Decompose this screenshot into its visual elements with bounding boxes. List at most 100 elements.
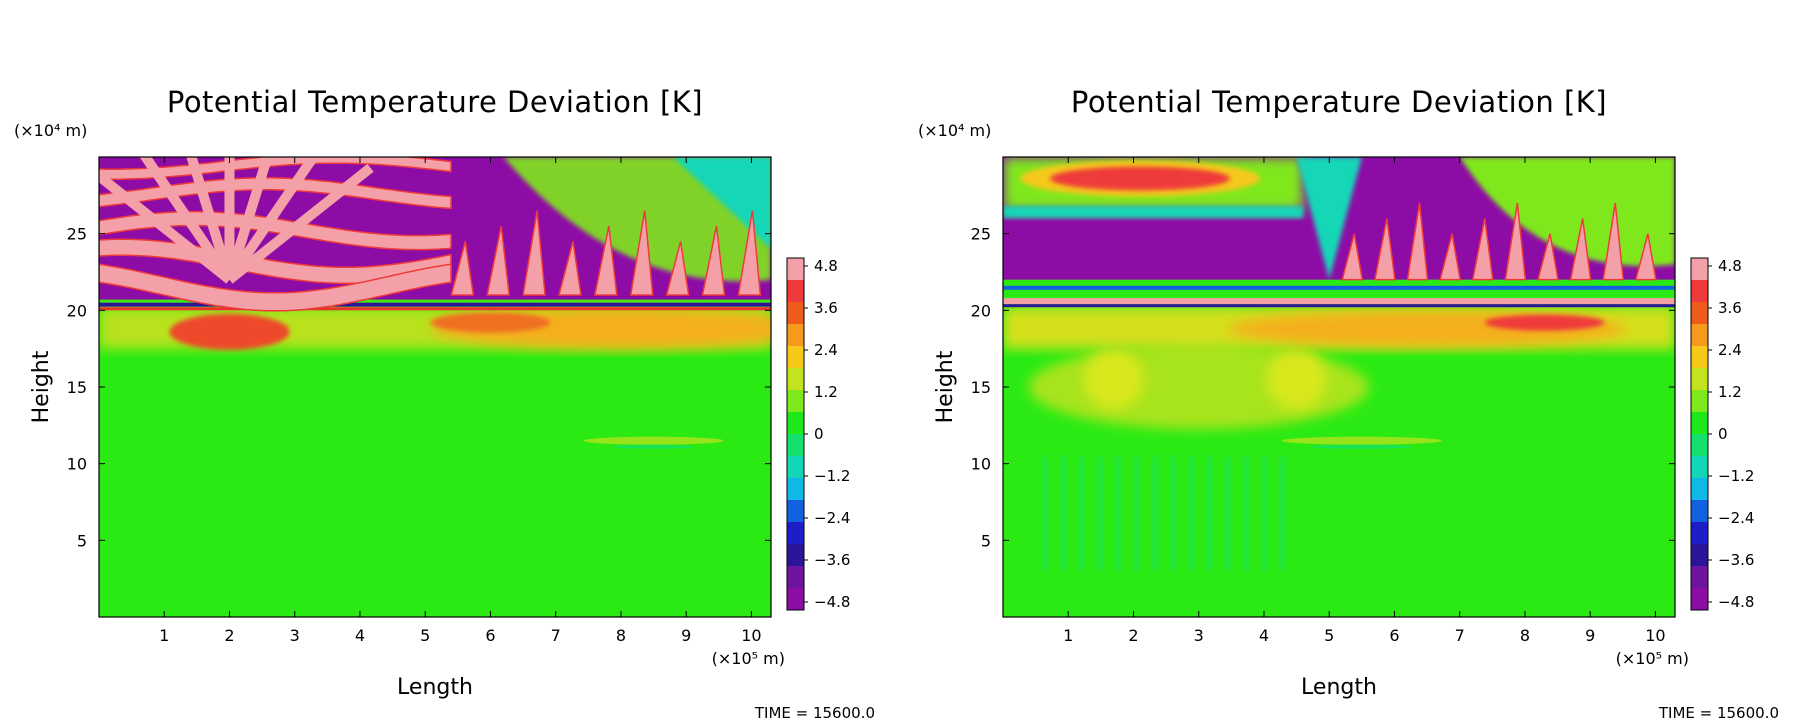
colorbar-swatch: [787, 434, 804, 457]
x-tick-label: 5: [1324, 626, 1334, 645]
colorbar-swatch: [1691, 258, 1708, 281]
colorbar-swatch: [787, 324, 804, 347]
x-tick-label: 6: [1389, 626, 1399, 645]
x-tick-label: 7: [551, 626, 561, 645]
right-chart-panel: Potential Temperature Deviation [K] (×10⁴…: [904, 0, 1808, 724]
x-tick-label: 10: [741, 626, 761, 645]
colorbar-swatch: [1691, 544, 1708, 567]
colorbar-swatch: [787, 302, 804, 325]
x-tick-label: 4: [1259, 626, 1269, 645]
colorbar-tick-label: −4.8: [1718, 593, 1754, 611]
x-tick-label: 8: [1520, 626, 1530, 645]
colorbar-tick-label: −2.4: [814, 509, 850, 527]
y-tick-label: 20: [971, 301, 991, 320]
colorbar-swatch: [1691, 346, 1708, 369]
colorbar-swatch: [1691, 566, 1708, 589]
colorbar-tick-label: −1.2: [1718, 467, 1754, 485]
colorbar-swatch: [787, 456, 804, 479]
colorbar-tick-label: −3.6: [814, 551, 850, 569]
y-tick-label: 10: [971, 455, 991, 474]
colorbar-tick-label: 4.8: [1718, 257, 1742, 275]
y-tick-label: 10: [67, 455, 87, 474]
colorbar-tick-label: −4.8: [814, 593, 850, 611]
x-tick-label: 5: [420, 626, 430, 645]
heatmap-field: [1003, 157, 1675, 617]
colorbar-swatch: [1691, 390, 1708, 413]
y-axis-unit: (×10⁴ m): [918, 121, 991, 140]
y-tick-label: 25: [971, 225, 991, 244]
colorbar-swatch: [787, 588, 804, 611]
colorbar-swatch: [787, 478, 804, 501]
colorbar-swatch: [787, 566, 804, 589]
colorbar-swatch: [787, 390, 804, 413]
colorbar-tick-label: 0: [1718, 425, 1728, 443]
y-axis-label: Height: [933, 350, 958, 423]
colorbar-tick-label: 2.4: [1718, 341, 1742, 359]
colorbar-swatch: [787, 346, 804, 369]
time-label: TIME = 15600.0: [1658, 704, 1779, 722]
chart-svg: Potential Temperature Deviation [K] (×10⁴…: [14, 85, 875, 722]
colorbar-swatch: [1691, 456, 1708, 479]
x-axis-label: Length: [397, 675, 473, 700]
y-tick-label: 15: [971, 378, 991, 397]
colorbar-swatch: [787, 544, 804, 567]
colorbar-swatch: [1691, 588, 1708, 611]
colorbar-tick-label: 3.6: [1718, 299, 1742, 317]
chart-title: Potential Temperature Deviation [K]: [167, 85, 703, 119]
colorbar-swatch: [1691, 302, 1708, 325]
colorbar-tick-label: 3.6: [814, 299, 838, 317]
colorbar-swatch: [1691, 324, 1708, 347]
colorbar-swatch: [787, 280, 804, 303]
left-chart-panel: Potential Temperature Deviation [K] (×10⁴…: [14, 85, 875, 722]
x-tick-label: 6: [485, 626, 495, 645]
chart-svg: Potential Temperature Deviation [K] (×10⁴…: [918, 85, 1779, 722]
colorbar-tick-label: 4.8: [814, 257, 838, 275]
colorbar: 4.8 3.6 2.4 1.2 0 −1.2 −2.4 −3.6 −4.8: [786, 257, 850, 611]
x-tick-label: 3: [1194, 626, 1204, 645]
colorbar-swatch: [1691, 412, 1708, 435]
colorbar-swatch: [1691, 280, 1708, 303]
y-tick-label: 15: [67, 378, 87, 397]
colorbar-tick-label: 1.2: [1718, 383, 1742, 401]
colorbar-swatch: [1691, 434, 1708, 457]
y-tick-label: 25: [67, 225, 87, 244]
x-tick-label: 9: [681, 626, 691, 645]
chart-title: Potential Temperature Deviation [K]: [1071, 85, 1607, 119]
x-tick-label: 3: [290, 626, 300, 645]
time-label: TIME = 15600.0: [754, 704, 875, 722]
y-tick-label: 5: [77, 531, 87, 550]
x-tick-label: 10: [1645, 626, 1665, 645]
y-tick-label: 20: [67, 301, 87, 320]
x-axis-unit: (×10⁵ m): [712, 649, 785, 668]
colorbar-tick-label: −2.4: [1718, 509, 1754, 527]
colorbar-swatch: [787, 368, 804, 391]
x-tick-label: 7: [1455, 626, 1465, 645]
colorbar-tick-label: −3.6: [1718, 551, 1754, 569]
x-tick-label: 2: [1128, 626, 1138, 645]
x-tick-label: 1: [1063, 626, 1073, 645]
colorbar-swatch: [787, 500, 804, 523]
colorbar-swatch: [787, 412, 804, 435]
x-tick-label: 1: [159, 626, 169, 645]
colorbar-swatch: [787, 522, 804, 545]
y-tick-label: 5: [981, 531, 991, 550]
colorbar-tick-label: 2.4: [814, 341, 838, 359]
x-axis-unit: (×10⁵ m): [1616, 649, 1689, 668]
colorbar-tick-label: −1.2: [814, 467, 850, 485]
colorbar-swatch: [1691, 368, 1708, 391]
colorbar-swatch: [1691, 500, 1708, 523]
colorbar-swatch: [787, 258, 804, 281]
y-axis-label: Height: [29, 350, 54, 423]
x-tick-label: 4: [355, 626, 365, 645]
x-tick-label: 8: [616, 626, 626, 645]
x-axis-label: Length: [1301, 675, 1377, 700]
heatmap-field: [99, 157, 771, 617]
x-tick-label: 9: [1585, 626, 1595, 645]
colorbar-swatch: [1691, 522, 1708, 545]
colorbar-swatch: [1691, 478, 1708, 501]
colorbar-tick-label: 1.2: [814, 383, 838, 401]
x-tick-label: 2: [224, 626, 234, 645]
y-axis-unit: (×10⁴ m): [14, 121, 87, 140]
colorbar: 4.8 3.6 2.4 1.2 0 −1.2 −2.4 −3.6 −4.8: [1690, 257, 1754, 611]
colorbar-tick-label: 0: [814, 425, 824, 443]
